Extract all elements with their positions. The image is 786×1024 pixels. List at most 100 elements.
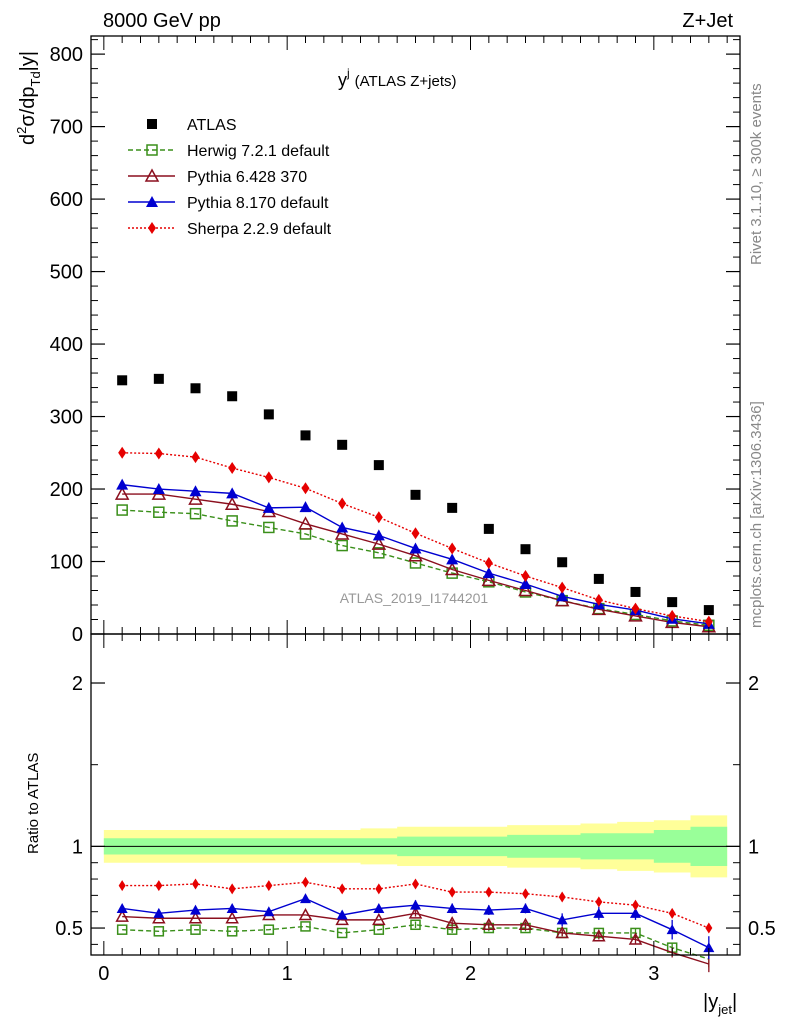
main-point-pythia6 (481, 572, 497, 587)
main-point-pythia8 (189, 485, 202, 497)
main-point-herwig (409, 557, 422, 569)
ratio-xtick-label: 2 (465, 963, 476, 985)
main-point-atlas (117, 375, 128, 386)
main-point-pythia6 (334, 526, 350, 540)
ratio-point-pythia6 (445, 916, 459, 929)
main-point-herwig (226, 515, 238, 527)
ratio-point-pythia6 (628, 932, 643, 945)
ratio-point-sherpa (448, 886, 456, 898)
ratio-ytick-label: 0.5 (55, 918, 83, 940)
main-point-pythia8 (116, 478, 129, 490)
ratio-point-pythia8 (703, 942, 715, 953)
main-point-sherpa (264, 471, 273, 484)
ratio-point-sherpa (632, 899, 639, 911)
ratio-point-sherpa (558, 891, 566, 903)
header-energy: 8000 GeV pp (103, 10, 221, 32)
ratio-point-pythia8 (410, 899, 421, 910)
main-point-sherpa (191, 451, 200, 464)
main-point-pythia6 (628, 608, 643, 622)
main-point-pythia6 (444, 561, 460, 576)
rivet-label: Rivet 3.1.10, ≥ 300k events (748, 83, 765, 265)
ratio-point-herwig (226, 926, 238, 937)
main-point-pythia6 (188, 491, 203, 505)
main-ytick-label: 500 (50, 262, 83, 284)
main-point-sherpa (228, 462, 237, 475)
main-point-sherpa (558, 581, 567, 594)
ratio-point-pythia8 (520, 902, 531, 913)
ratio-point-pythia6 (555, 925, 569, 939)
main-point-atlas (300, 430, 311, 441)
ratio-point-pythia8 (630, 907, 641, 918)
main-point-atlas (190, 383, 201, 394)
main-point-sherpa (411, 527, 420, 540)
main-point-pythia8 (446, 553, 459, 565)
main-ytick-label: 300 (50, 407, 83, 429)
main-point-sherpa (594, 593, 603, 606)
main-ytick-label: 0 (72, 624, 83, 646)
ratio-xtick-label: 1 (282, 963, 293, 985)
main-point-atlas (373, 460, 384, 471)
ratio-point-sherpa (668, 907, 676, 919)
ratio-point-pythia6 (592, 929, 606, 942)
main-point-herwig (336, 539, 348, 552)
main-point-sherpa (668, 609, 677, 622)
ratio-line-herwig (122, 924, 710, 960)
ratio-point-sherpa (595, 896, 603, 908)
main-ytick-label: 700 (50, 117, 83, 139)
main-ytick-label: 800 (50, 44, 83, 66)
ratio-point-pythia6 (115, 909, 129, 922)
ratio-point-herwig (190, 924, 201, 935)
main-point-pythia8 (519, 577, 532, 589)
legend-marker-pythia6 (144, 168, 160, 182)
main-point-sherpa (301, 482, 310, 495)
legend-label-sherpa: Sherpa 2.2.9 default (187, 221, 332, 238)
main-point-sherpa (118, 446, 127, 459)
main-point-pythia8 (482, 567, 495, 579)
ratio-point-herwig (336, 927, 348, 939)
ratio-ytick-label-right: 1 (748, 836, 759, 858)
main-line-herwig (122, 509, 709, 626)
title-subtitle: (ATLAS Z+jets) (355, 73, 457, 90)
ratio-point-pythia6 (408, 906, 423, 919)
ratio-point-herwig (373, 924, 385, 935)
main-point-sherpa (631, 602, 640, 615)
main-point-sherpa (521, 570, 530, 583)
ratio-point-pythia8 (373, 902, 385, 913)
ratio-point-pythia6 (518, 917, 533, 931)
ratio-point-sherpa (485, 886, 493, 898)
main-point-atlas (337, 439, 348, 450)
ratio-point-pythia8 (190, 904, 201, 915)
main-point-atlas (667, 597, 678, 608)
legend-marker-herwig (146, 144, 158, 156)
main-point-pythia8 (372, 529, 385, 541)
ratio-point-pythia8 (593, 907, 605, 918)
main-point-atlas (447, 502, 458, 513)
main-point-herwig (263, 521, 275, 534)
main-point-pythia6 (298, 516, 313, 530)
ratio-point-pythia8 (666, 924, 678, 935)
ratio-point-sherpa (118, 880, 126, 892)
ratio-point-pythia8 (116, 902, 128, 913)
mcplots-label: mcplots.cern.ch [arXiv:1306.3436] (748, 401, 765, 628)
ratio-point-sherpa (155, 880, 163, 892)
ratio-point-sherpa (412, 878, 419, 890)
main-panel: 0 100 200 300 400 500 600 700 800 (50, 35, 741, 646)
ratio-point-pythia8 (446, 902, 458, 913)
ratio-point-pythia6 (482, 917, 496, 931)
ratio-ytick-label-right: 2 (748, 673, 759, 695)
ratio-point-pythia8 (226, 902, 238, 913)
main-line-pythia6 (122, 493, 709, 628)
main-point-sherpa (374, 511, 383, 524)
main-title: yj (ATLAS Z+jets) (338, 66, 457, 90)
analysis-label: ATLAS_2019_I1744201 (340, 590, 489, 606)
main-point-atlas (410, 489, 421, 500)
main-point-atlas (263, 409, 274, 420)
main-point-pythia8 (226, 487, 239, 499)
ratio-point-sherpa (338, 883, 346, 895)
legend-marker-atlas (147, 119, 157, 129)
ratio-point-pythia8 (336, 909, 348, 920)
main-point-pythia8 (409, 542, 422, 554)
ratio-point-pythia8 (300, 893, 311, 904)
ratio-point-sherpa (522, 888, 529, 900)
